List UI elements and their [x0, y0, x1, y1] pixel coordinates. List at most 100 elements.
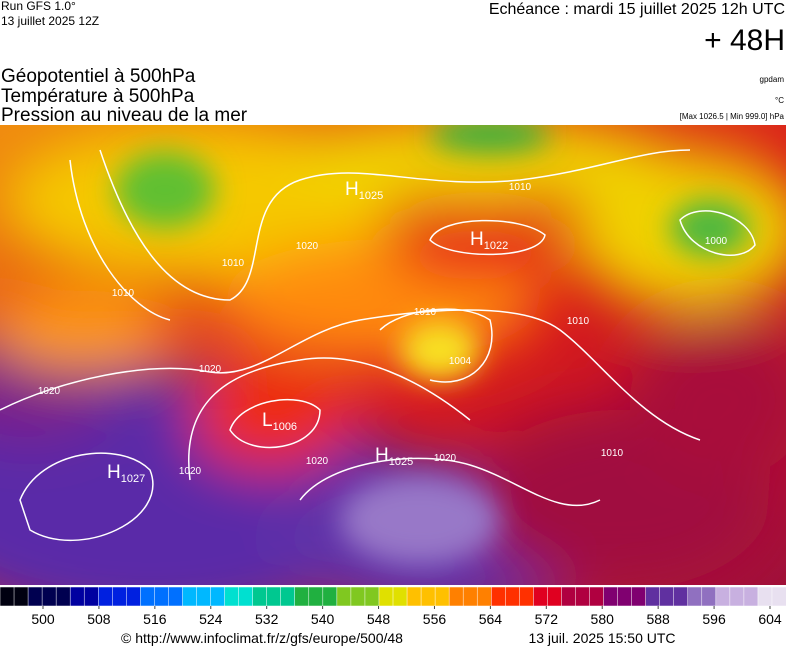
color-bar-cell — [196, 586, 212, 607]
color-bar: 500 508 516 524 532 540 548 556 564 572 580 588 596 6… — [0, 586, 786, 627]
color-bar-cell — [69, 586, 85, 607]
color-bar-label: 516 — [143, 611, 167, 627]
color-bar-cell — [462, 586, 478, 607]
center-type: L — [262, 410, 273, 431]
isobar — [0, 309, 701, 441]
color-bar-label: 580 — [591, 611, 615, 627]
field — [0, 125, 786, 585]
color-bar-cell — [210, 586, 226, 607]
color-bar-cell — [126, 586, 142, 607]
pressure-center: H1027 — [107, 462, 145, 485]
color-bar-cell — [182, 586, 198, 607]
center-type: H — [345, 179, 359, 200]
center-value: 1027 — [121, 473, 145, 485]
isobar-label: 1010 — [112, 288, 135, 299]
color-bar-cell — [27, 586, 43, 607]
isobar — [429, 219, 546, 256]
color-bar-cell — [350, 586, 366, 607]
color-bar-label: 604 — [758, 611, 782, 627]
center-type: H — [107, 462, 121, 483]
isobar-label: 1004 — [449, 356, 472, 367]
color-bar-cell — [771, 586, 786, 607]
field-name: Température à 500hPa — [1, 86, 195, 107]
color-bar-cell — [294, 586, 310, 607]
color-bar-cell — [154, 586, 170, 607]
isobar-label: 1020 — [296, 241, 319, 252]
color-bar-cell — [491, 586, 507, 607]
color-bar-label: 540 — [311, 611, 335, 627]
isobar-label: 1010 — [222, 258, 245, 269]
lead-time: + 48H — [704, 24, 785, 57]
color-bar-cell — [476, 586, 493, 607]
field-blobs — [0, 125, 786, 585]
color-bar-cell — [448, 586, 464, 607]
color-bar-cell — [589, 586, 605, 607]
pressure-center: H1025 — [345, 179, 383, 202]
isobar-label: 1010 — [567, 316, 590, 327]
color-bar-cell — [687, 586, 703, 607]
color-bar-label: 532 — [255, 611, 279, 627]
color-bar-cell — [224, 586, 240, 607]
color-bar-cell — [631, 586, 647, 607]
color-bar-cell — [659, 586, 675, 607]
isobar-label: 1020 — [199, 364, 222, 375]
unit: gpdam — [760, 75, 785, 84]
isobars — [0, 149, 756, 541]
field-name: Pression au niveau de la mer — [1, 105, 248, 126]
color-bar-label: 564 — [479, 611, 503, 627]
echeance: Echéance : mardi 15 juillet 2025 12h UTC — [489, 1, 785, 18]
pressure-center: L1006 — [262, 410, 297, 433]
color-bar-cell — [533, 586, 549, 607]
color-bar-cell — [729, 586, 745, 607]
color-bar-cell — [55, 586, 71, 607]
isobar-label: 1010 — [601, 448, 624, 459]
color-bar-cell — [13, 586, 29, 607]
color-bar-cell — [505, 586, 521, 607]
isobar-label: 1010 — [414, 307, 437, 318]
color-bar-cell — [603, 586, 619, 607]
color-bar-cell — [98, 586, 114, 607]
color-bar-cell — [238, 586, 254, 607]
field-name: Géopotentiel à 500hPa — [1, 66, 196, 87]
isobar — [679, 210, 756, 256]
color-bar-cell — [280, 586, 296, 607]
color-bar-label: 596 — [702, 611, 726, 627]
unit: °C — [775, 96, 784, 105]
center-value: 1025 — [389, 456, 413, 468]
color-bar-cell — [112, 586, 128, 607]
isobar — [69, 159, 493, 383]
center-value: 1006 — [273, 421, 297, 433]
color-bar-cell — [406, 586, 422, 607]
isobar — [188, 357, 471, 481]
run-label: Run GFS 1.0° — [1, 0, 76, 13]
source: © http://www.infoclimat.fr/z/gfs/europe/… — [121, 630, 403, 646]
unit: [Max 1026.5 | Min 999.0] hPa — [680, 112, 785, 121]
color-bar-cell — [392, 586, 408, 607]
color-bar-label: 572 — [535, 611, 559, 627]
color-bar-cell — [617, 586, 633, 607]
color-bar-cell — [252, 586, 268, 607]
run-date: 13 juillet 2025 12Z — [1, 14, 99, 28]
color-bar-cell — [743, 586, 759, 607]
color-bar-cell — [519, 586, 535, 607]
field-spots — [115, 125, 750, 565]
color-bar-cell — [308, 586, 324, 607]
isobar-label: 1010 — [509, 182, 532, 193]
color-bar-cell — [140, 586, 156, 607]
color-bar-cell — [420, 586, 436, 607]
color-bar-cell — [336, 586, 352, 607]
isobar-label: 1020 — [434, 453, 457, 464]
center-type: H — [470, 229, 484, 250]
isobar — [99, 149, 691, 301]
color-bar-cell — [83, 586, 100, 607]
color-bar-cell — [715, 586, 731, 607]
isobar-label: 1020 — [306, 456, 329, 467]
pressure-center: H1025 — [375, 445, 413, 468]
isobar-label: 1020 — [38, 386, 61, 397]
color-bar-cell — [575, 586, 591, 607]
center-type: H — [375, 445, 389, 466]
color-bar-cell — [266, 586, 282, 607]
